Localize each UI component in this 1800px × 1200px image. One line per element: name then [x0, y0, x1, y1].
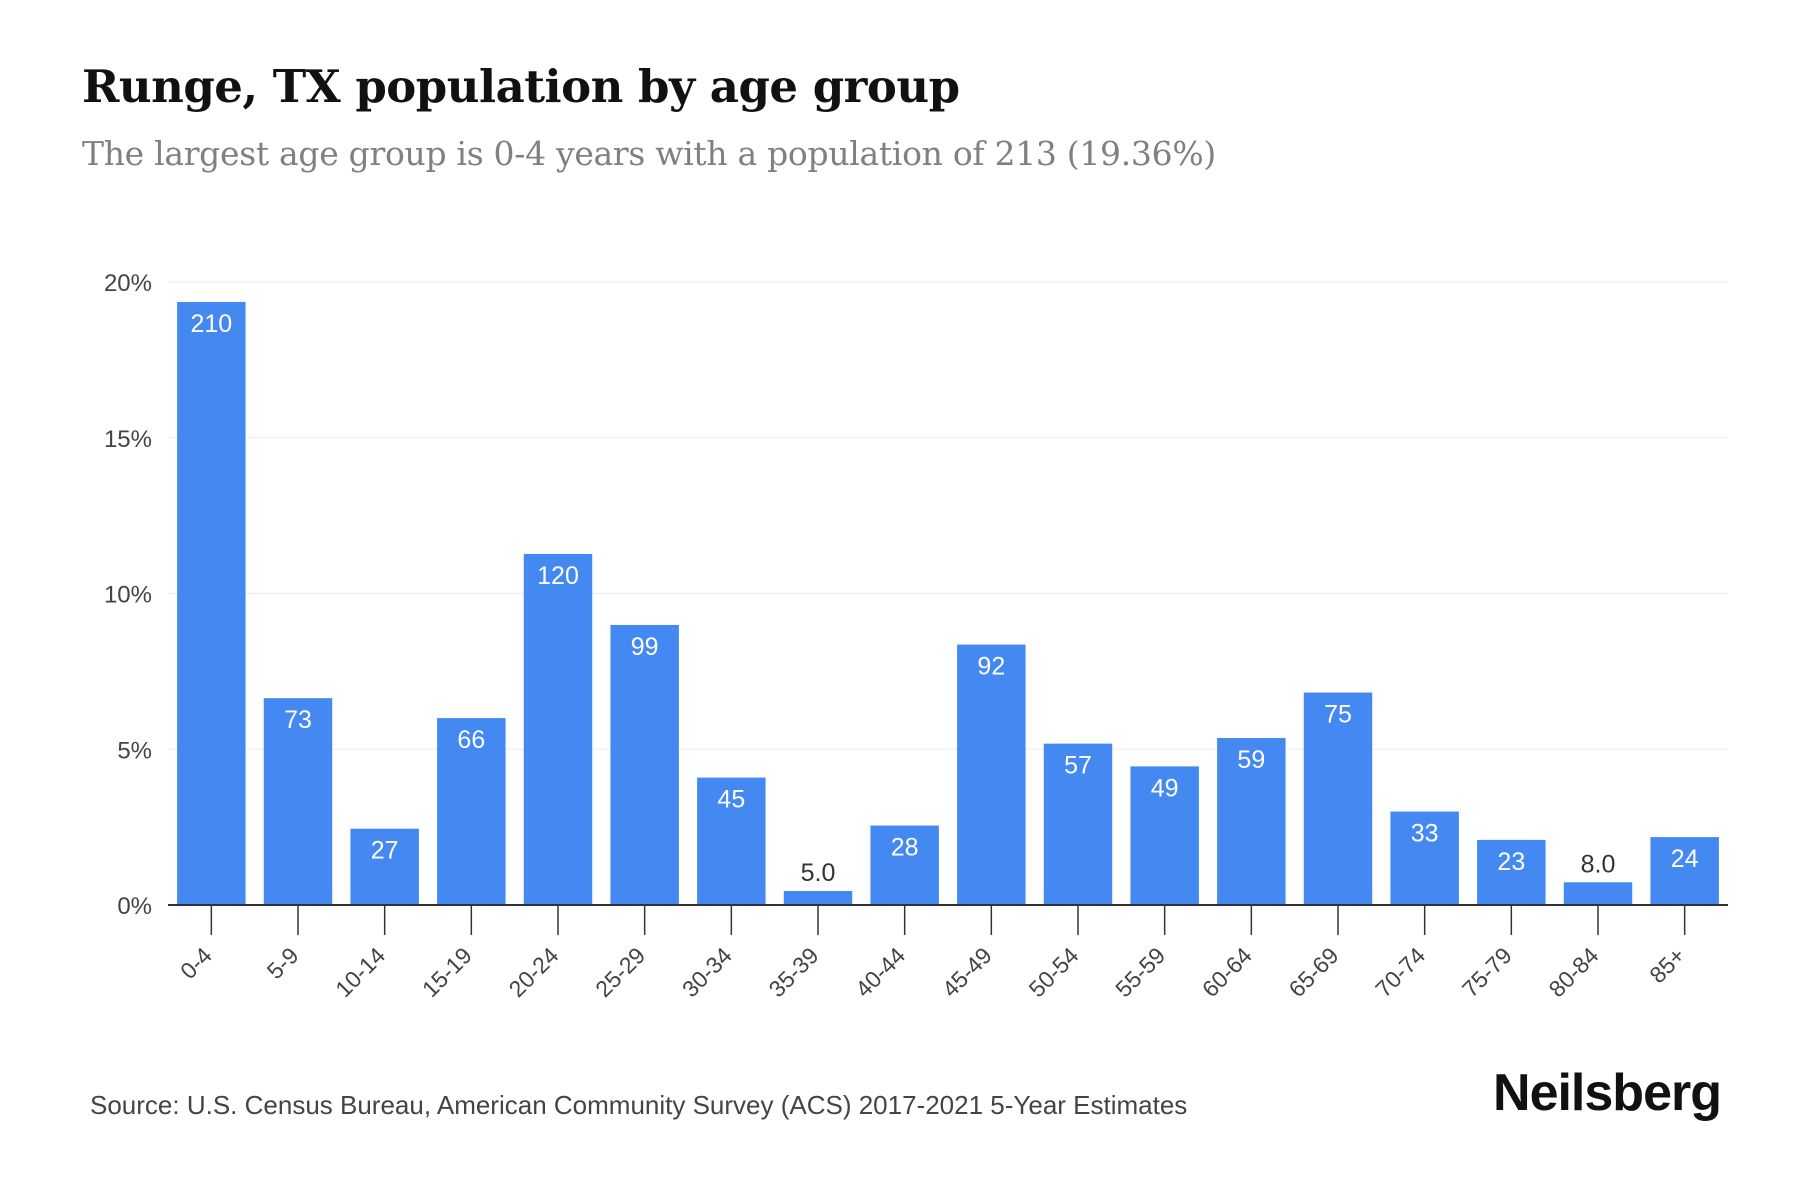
data-label: 59 [1237, 746, 1265, 774]
bar-55-59 [1130, 766, 1199, 905]
x-tick-label: 15-19 [417, 942, 477, 1002]
data-label: 23 [1497, 848, 1525, 876]
data-label: 49 [1151, 774, 1179, 802]
x-tick-label: 20-24 [504, 942, 564, 1002]
x-tick-label: 10-14 [330, 942, 390, 1002]
data-label: 120 [537, 562, 579, 590]
x-tick-label: 5-9 [262, 942, 304, 984]
data-label: 210 [190, 310, 232, 338]
chart-title: Runge, TX population by age group [82, 60, 960, 113]
data-label: 92 [977, 653, 1005, 681]
x-tick-label: 85+ [1644, 942, 1690, 988]
x-tick-label: 0-4 [175, 942, 217, 984]
data-label: 66 [457, 726, 485, 754]
bar-85+ [1650, 837, 1719, 905]
bar-65-69 [1303, 692, 1373, 905]
data-label: 33 [1411, 820, 1439, 848]
y-tick-label: 10% [104, 582, 152, 609]
bar-15-19 [437, 718, 506, 905]
x-tick-label: 70-74 [1370, 942, 1430, 1002]
bar-25-29 [610, 624, 679, 905]
data-label: 75 [1324, 701, 1352, 729]
x-tick-label: 55-59 [1110, 942, 1170, 1002]
data-label: 8.0 [1581, 850, 1616, 878]
data-label: 24 [1671, 845, 1699, 873]
bar-50-54 [1043, 743, 1113, 905]
x-tick-label: 25-29 [590, 942, 650, 1002]
source-note: Source: U.S. Census Bureau, American Com… [90, 1090, 1188, 1120]
data-label: 73 [284, 706, 312, 734]
data-label: 5.0 [801, 859, 836, 887]
x-tick-label: 35-39 [764, 942, 824, 1002]
data-label: 57 [1064, 752, 1092, 780]
y-tick-label: 0% [117, 893, 152, 920]
bar-20-24 [523, 553, 593, 905]
data-label: 28 [891, 834, 919, 862]
x-tick-label: 60-64 [1197, 942, 1257, 1002]
data-label: 27 [371, 837, 399, 865]
x-tick-label: 65-69 [1284, 942, 1344, 1002]
bar-45-49 [957, 644, 1026, 905]
y-tick-label: 5% [117, 737, 152, 764]
bar-70-74 [1390, 811, 1459, 905]
x-tick-label: 80-84 [1544, 942, 1604, 1002]
bar-0-4 [177, 301, 246, 905]
bar-80-84 [1563, 882, 1633, 905]
bar-5-9 [263, 698, 333, 905]
data-labels: 210 73 27 66 120 99 45 5.0 28 92 57 49 59 75 33 23 8.0 24 [190, 310, 1698, 887]
y-tick-label: 15% [104, 426, 152, 453]
bars [177, 301, 1719, 905]
bar-60-64 [1217, 738, 1286, 905]
bar-30-34 [697, 777, 766, 905]
bar-40-44 [870, 825, 939, 905]
x-tick-label: 50-54 [1024, 942, 1084, 1002]
x-tick-label: 45-49 [937, 942, 997, 1002]
x-tick-label: 30-34 [677, 942, 737, 1002]
data-label: 99 [631, 633, 659, 661]
chart-subtitle: The largest age group is 0-4 years with … [82, 134, 1216, 173]
x-axis: 0-4 5-9 10-14 15-19 20-24 25-29 30-34 35-39 40-4… [168, 904, 1728, 1002]
bar-75-79 [1477, 839, 1546, 905]
y-axis-ticks: 0% 5% 10% 15% 20% [104, 270, 152, 920]
grid-lines [168, 281, 1728, 750]
x-tick-label: 40-44 [850, 942, 910, 1002]
bar-35-39 [783, 890, 853, 905]
brand-logo: Neilsberg [1493, 1064, 1722, 1122]
y-tick-label: 20% [104, 270, 152, 297]
bar-10-14 [350, 828, 419, 905]
x-tick-label: 75-79 [1457, 942, 1517, 1002]
data-label: 45 [717, 786, 745, 814]
